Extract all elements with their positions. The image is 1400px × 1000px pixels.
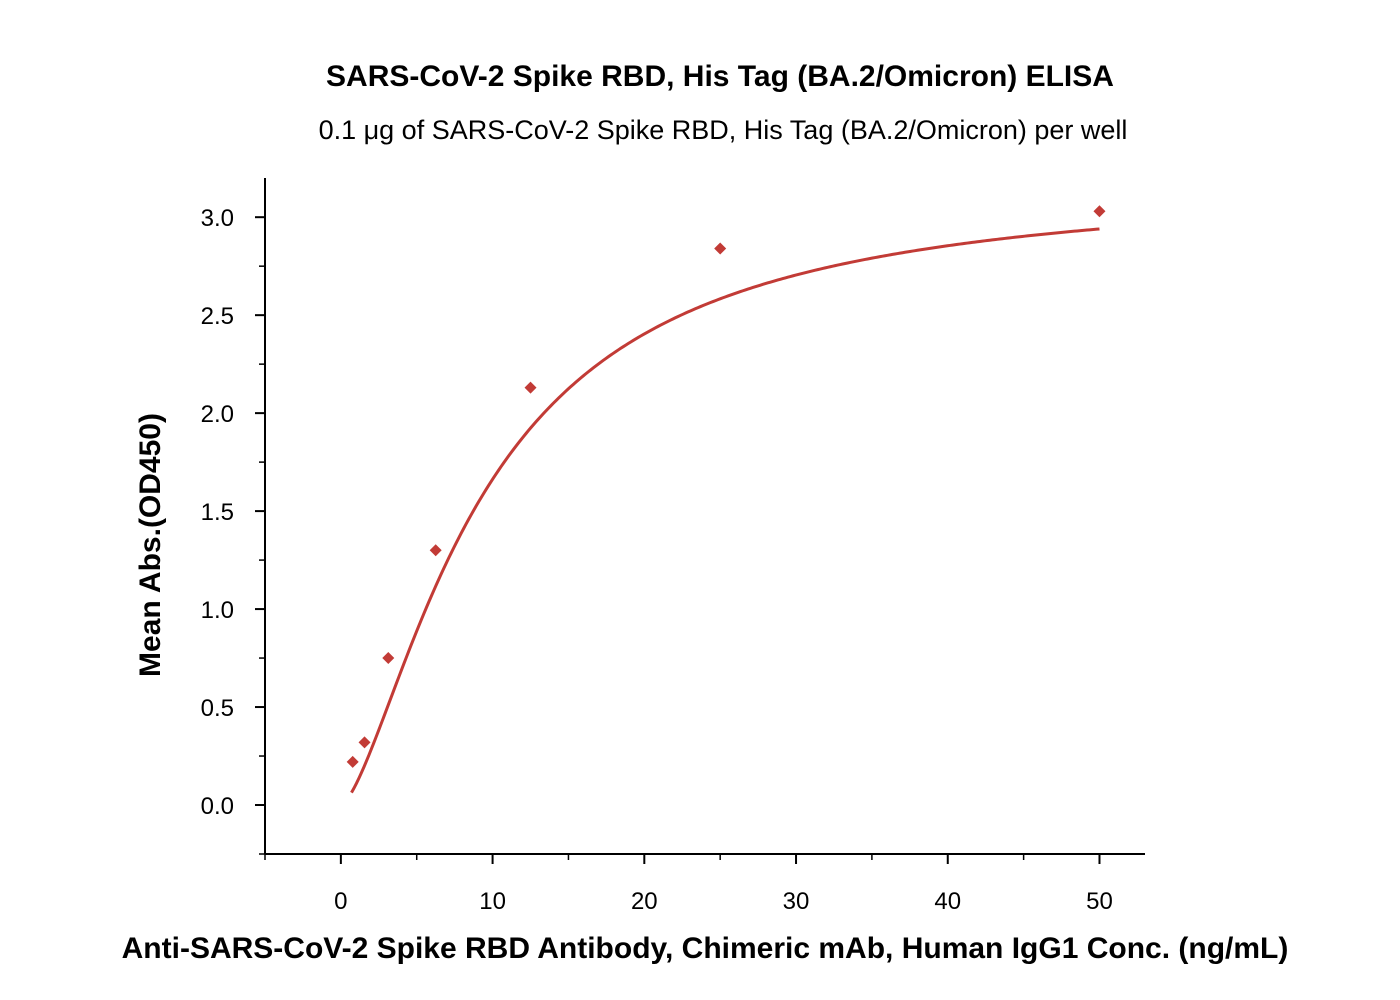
x-tick-label: 20: [631, 888, 658, 915]
y-tick-label: 2.0: [201, 401, 234, 428]
y-tick-label: 1.0: [201, 597, 234, 624]
data-markers: [346, 205, 1106, 768]
fit-curve: [350, 227, 1100, 794]
y-tick-label: 0.0: [201, 793, 234, 820]
x-tick-label: 10: [479, 888, 506, 915]
data-point: [714, 242, 727, 255]
y-tick-label: 0.5: [201, 695, 234, 722]
y-tick-label: 3.0: [201, 205, 234, 232]
data-point: [429, 544, 442, 557]
data-point: [358, 736, 371, 749]
y-tick-label: 2.5: [201, 303, 234, 330]
y-tick-label: 1.5: [201, 499, 234, 526]
data-point: [524, 381, 537, 394]
x-tick-label: 40: [934, 888, 961, 915]
x-axis-ticks: 0 10 20 30 40 50: [264, 854, 1113, 915]
y-axis-ticks: 0.0 0.5 1.0 1.5 2.0 2.5 3.0: [201, 205, 265, 855]
x-tick-label: 30: [783, 888, 810, 915]
data-point: [382, 652, 395, 665]
plot-area: 0.0 0.5 1.0 1.5 2.0 2.5 3.0 0 10 20 30 40 50: [201, 178, 1145, 915]
x-tick-label: 0: [334, 888, 347, 915]
chart-subtitle: 0.1 μg of SARS-CoV-2 Spike RBD, His Tag …: [319, 115, 1128, 145]
y-axis-label: Mean Abs.(OD450): [134, 413, 167, 677]
data-point: [1093, 205, 1106, 218]
x-tick-label: 50: [1086, 888, 1113, 915]
data-point: [346, 755, 359, 768]
x-axis-label: Anti-SARS-CoV-2 Spike RBD Antibody, Chim…: [122, 932, 1289, 965]
chart-title: SARS-CoV-2 Spike RBD, His Tag (BA.2/Omic…: [326, 60, 1114, 93]
